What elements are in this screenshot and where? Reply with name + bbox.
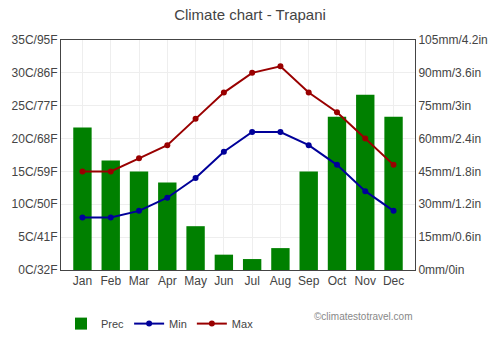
svg-text:Apr: Apr xyxy=(158,274,177,288)
svg-text:45mm/1.8in: 45mm/1.8in xyxy=(418,165,481,179)
svg-text:May: May xyxy=(184,274,207,288)
svg-text:90mm/3.6in: 90mm/3.6in xyxy=(418,66,481,80)
svg-text:Feb: Feb xyxy=(100,274,121,288)
svg-text:25C/77F: 25C/77F xyxy=(12,99,58,113)
svg-text:105mm/4.2in: 105mm/4.2in xyxy=(418,33,487,47)
svg-text:Sep: Sep xyxy=(298,274,320,288)
svg-text:Aug: Aug xyxy=(270,274,291,288)
svg-text:Min: Min xyxy=(169,318,187,330)
svg-text:0C/32F: 0C/32F xyxy=(18,263,57,277)
svg-text:Mar: Mar xyxy=(129,274,150,288)
svg-text:15C/59F: 15C/59F xyxy=(12,165,58,179)
svg-text:5C/41F: 5C/41F xyxy=(18,230,57,244)
svg-text:Prec: Prec xyxy=(101,318,124,330)
svg-text:Climate chart - Trapani: Climate chart - Trapani xyxy=(174,6,326,23)
svg-text:Jun: Jun xyxy=(214,274,233,288)
svg-text:©climatestotravel.com: ©climatestotravel.com xyxy=(314,311,413,322)
svg-text:Jul: Jul xyxy=(244,274,259,288)
svg-text:0mm/0in: 0mm/0in xyxy=(418,263,464,277)
svg-text:30mm/1.2in: 30mm/1.2in xyxy=(418,197,481,211)
svg-text:75mm/3in: 75mm/3in xyxy=(418,99,471,113)
svg-text:Max: Max xyxy=(232,318,253,330)
svg-text:Jan: Jan xyxy=(73,274,92,288)
svg-text:60mm/2.4in: 60mm/2.4in xyxy=(418,132,481,146)
svg-text:Dec: Dec xyxy=(383,274,404,288)
svg-text:10C/50F: 10C/50F xyxy=(12,197,58,211)
svg-text:35C/95F: 35C/95F xyxy=(12,33,58,47)
svg-text:20C/68F: 20C/68F xyxy=(12,132,58,146)
svg-text:30C/86F: 30C/86F xyxy=(12,66,58,80)
svg-text:Oct: Oct xyxy=(328,274,347,288)
svg-text:Nov: Nov xyxy=(355,274,376,288)
svg-text:15mm/0.6in: 15mm/0.6in xyxy=(418,230,481,244)
